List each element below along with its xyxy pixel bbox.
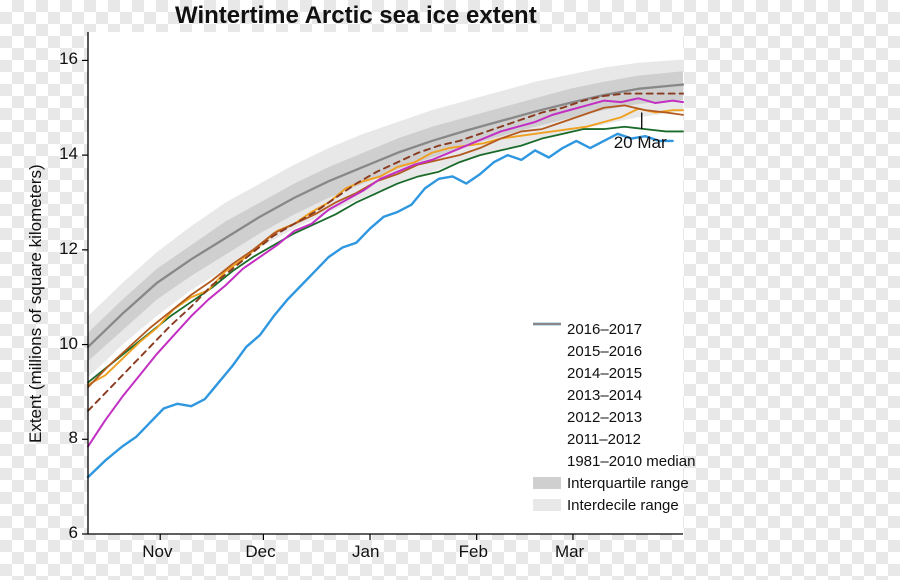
legend: 2016–2017 2015–2016 2014–2015 2013–2014 2012… [533,318,695,516]
x-tick-label: Mar [555,542,584,562]
legend-item: 2015–2016 [533,340,695,362]
legend-item: Interdecile range [533,494,695,516]
chart-container: { "chart": { "type": "line", "title": "W… [0,0,900,580]
y-tick-label: 10 [59,334,78,354]
x-tick-label: Nov [142,542,172,562]
legend-item: 2013–2014 [533,384,695,406]
legend-swatch [533,367,561,379]
legend-item: 1981–2010 median [533,450,695,472]
legend-swatch [533,433,561,445]
y-tick-label: 14 [59,144,78,164]
legend-label: 2011–2012 [567,431,641,448]
chart-title: Wintertime Arctic sea ice extent [175,2,537,30]
legend-item: 2011–2012 [533,428,695,450]
date-annotation: 20 Mar [614,133,667,153]
legend-label: 1981–2010 median [567,453,695,470]
legend-label: Interquartile range [567,475,689,492]
legend-label: 2012–2013 [567,409,642,426]
legend-label: 2013–2014 [567,387,642,404]
legend-item: 2014–2015 [533,362,695,384]
legend-label: 2014–2015 [567,365,642,382]
legend-label: 2015–2016 [567,343,642,360]
y-tick-label: 12 [59,239,78,259]
x-tick-label: Dec [245,542,275,562]
legend-item: Interquartile range [533,472,695,494]
legend-swatch [533,455,561,467]
legend-swatch [533,477,561,489]
chart-svg [0,0,900,580]
x-tick-label: Jan [352,542,379,562]
legend-item: 2012–2013 [533,406,695,428]
legend-label: 2016–2017 [567,321,642,338]
x-tick-label: Feb [459,542,488,562]
legend-swatch [533,389,561,401]
y-tick-label: 8 [69,428,78,448]
legend-swatch [533,411,561,423]
y-tick-label: 16 [59,49,78,69]
legend-swatch [533,499,561,511]
y-tick-label: 6 [69,523,78,543]
legend-label: Interdecile range [567,497,679,514]
legend-swatch [533,345,561,357]
